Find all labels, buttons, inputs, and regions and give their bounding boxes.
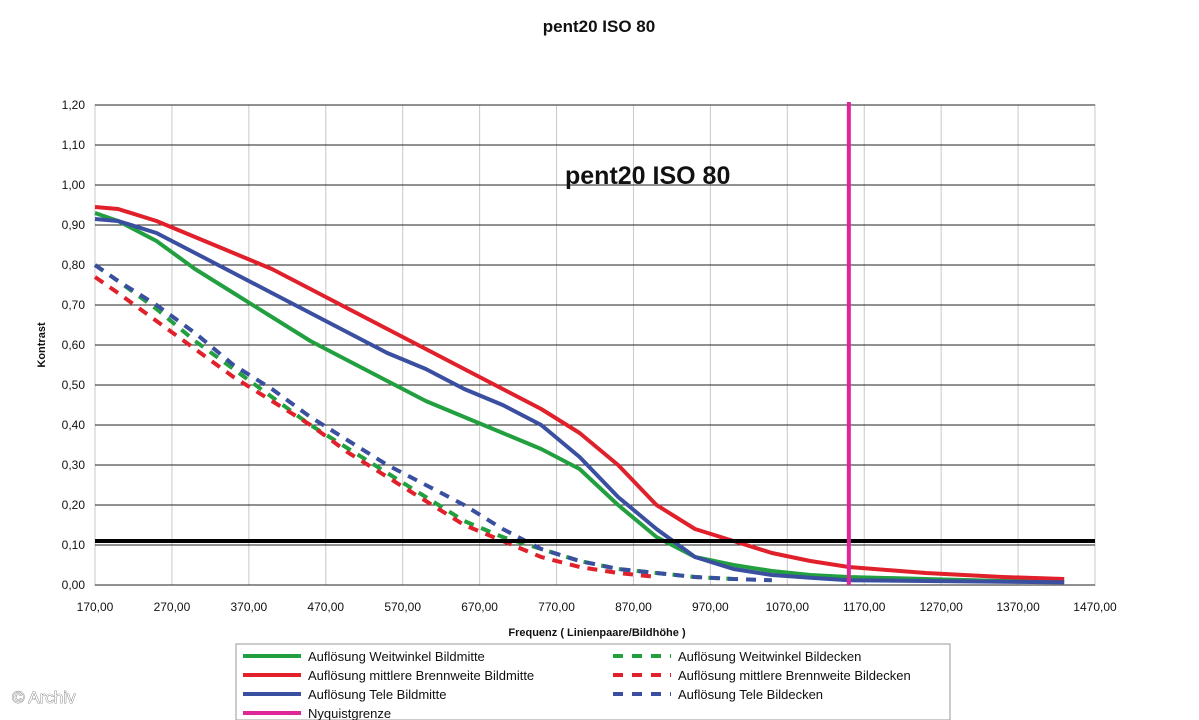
x-tick-label: 370,00 <box>230 600 267 614</box>
legend-label: Auflösung mittlere Brennweite Bildecken <box>678 668 911 683</box>
x-tick-label: 570,00 <box>384 600 421 614</box>
x-tick-label: 1470,00 <box>1073 600 1117 614</box>
series-layer <box>93 205 1065 585</box>
x-tick-label: 970,00 <box>692 600 729 614</box>
grid <box>94 104 1096 586</box>
legend-label: Auflösung Weitwinkel Bildmitte <box>308 649 485 664</box>
y-tick-label: 0,60 <box>62 338 86 352</box>
x-tick-label: 1370,00 <box>996 600 1040 614</box>
x-tick-label: 270,00 <box>154 600 191 614</box>
y-tick-label: 1,00 <box>62 178 86 192</box>
legend-label: Auflösung Tele Bildmitte <box>308 687 447 702</box>
y-tick-label: 0,50 <box>62 378 86 392</box>
x-tick-label: 670,00 <box>461 600 498 614</box>
x-tick-label: 870,00 <box>615 600 652 614</box>
series-line-6 <box>93 263 772 583</box>
series-line-3 <box>94 217 1065 585</box>
y-tick-label: 0,70 <box>62 298 86 312</box>
series-line-2 <box>94 205 1065 581</box>
y-tick-label: 0,40 <box>62 418 86 432</box>
y-tick-label: 1,10 <box>62 138 86 152</box>
y-tick-label: 0,80 <box>62 258 86 272</box>
tick-labels: 170,00 270,00 370,00 470,00 570,00 670,00 770,… <box>62 98 1117 614</box>
x-tick-label: 170,00 <box>77 600 114 614</box>
chart-title: pent20 ISO 80 <box>543 17 655 36</box>
legend-label: Auflösung Tele Bildecken <box>678 687 823 702</box>
legend: Auflösung Weitwinkel Bildmitte Auflösung … <box>235 643 951 720</box>
x-tick-label: 1170,00 <box>843 600 886 614</box>
legend-label: Auflösung mittlere Brennweite Bildmitte <box>308 668 534 683</box>
legend-label: Auflösung Weitwinkel Bildecken <box>678 649 861 664</box>
x-tick-label: 770,00 <box>538 600 575 614</box>
y-tick-label: 1,20 <box>62 98 86 112</box>
y-tick-label: 0,00 <box>62 578 86 592</box>
copyright-watermark: © Archiv <box>12 688 76 707</box>
y-tick-label: 0,90 <box>62 218 86 232</box>
legend-label: Nyquistgrenze <box>308 706 391 720</box>
overlay-lines <box>95 102 1095 585</box>
x-axis-label: Frequenz ( Linienpaare/Bildhöhe ) <box>508 627 686 639</box>
y-tick-label: 0,10 <box>62 538 86 552</box>
x-tick-label: 470,00 <box>307 600 344 614</box>
series-line-4 <box>93 263 734 581</box>
y-tick-label: 0,20 <box>62 498 86 512</box>
inner-chart-title: pent20 ISO 80 <box>565 162 730 190</box>
series-line-1 <box>94 211 1065 584</box>
y-axis-label: Kontrast <box>36 322 48 368</box>
series-line-5 <box>93 275 657 579</box>
y-tick-label: 0,30 <box>62 458 86 472</box>
x-tick-label: 1270,00 <box>919 600 963 614</box>
legend-box <box>235 643 951 720</box>
x-tick-label: 1070,00 <box>766 600 810 614</box>
